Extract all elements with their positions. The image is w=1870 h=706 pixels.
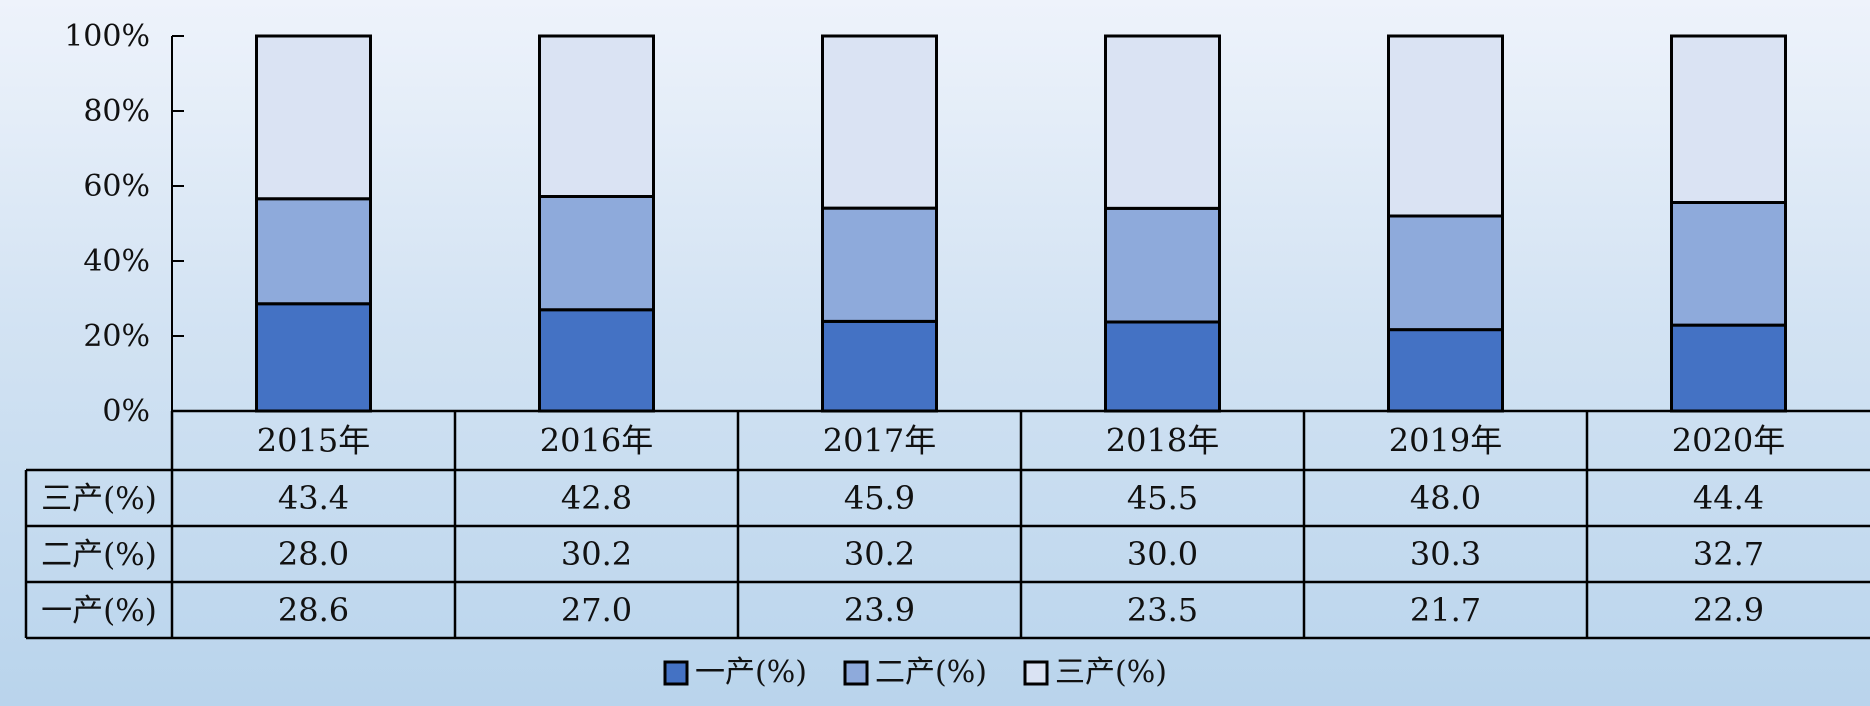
cell-value-r0-c3: 45.5 bbox=[1127, 479, 1198, 517]
category-label-4: 2019年 bbox=[1389, 422, 1502, 460]
legend-label-2: 三产(%) bbox=[1055, 655, 1167, 690]
bar-segment-s2-c0 bbox=[255, 34, 372, 201]
bar-segment-s0-c2 bbox=[821, 319, 938, 413]
cell-value-r0-c5: 44.4 bbox=[1693, 479, 1764, 517]
y-axis: 0% 20% 40% 60% 80% 100% bbox=[64, 19, 184, 429]
y-tick-label-1: 20% bbox=[83, 319, 150, 354]
bar-segment-s1-c4 bbox=[1387, 214, 1504, 332]
cell-value-r2-c3: 23.5 bbox=[1127, 591, 1198, 629]
cell-value-r2-c0: 28.6 bbox=[278, 591, 349, 629]
bar-segment-s1-c1 bbox=[538, 195, 655, 312]
legend-label-0: 一产(%) bbox=[695, 655, 807, 690]
bar-segment-s1-c5 bbox=[1670, 201, 1787, 327]
cell-value-r0-c1: 42.8 bbox=[561, 479, 632, 517]
bar-segment-s0-c0 bbox=[255, 302, 372, 413]
cell-value-r1-c2: 30.2 bbox=[844, 535, 915, 573]
bar-segment-s2-c2 bbox=[821, 34, 938, 210]
cell-value-r1-c3: 30.0 bbox=[1127, 535, 1198, 573]
bar-segment-s2-c4 bbox=[1387, 34, 1504, 218]
y-tick-label-3: 60% bbox=[83, 169, 150, 204]
bar-segment-s0-c4 bbox=[1387, 328, 1504, 413]
row-label-1: 二产(%) bbox=[41, 537, 157, 573]
cell-value-r2-c2: 23.9 bbox=[844, 591, 915, 629]
y-tick-label-5: 100% bbox=[64, 19, 150, 54]
bar-segment-s1-c2 bbox=[821, 206, 938, 323]
bar-segment-s0-c3 bbox=[1104, 320, 1221, 413]
bar-segment-s1-c3 bbox=[1104, 206, 1221, 324]
category-label-3: 2018年 bbox=[1106, 422, 1219, 460]
y-tick-label-0: 0% bbox=[102, 394, 150, 429]
cell-value-r1-c1: 30.2 bbox=[561, 535, 632, 573]
category-label-2: 2017年 bbox=[823, 422, 936, 460]
legend-swatch-2 bbox=[1023, 660, 1049, 686]
cell-value-r0-c4: 48.0 bbox=[1410, 479, 1481, 517]
cell-value-r1-c5: 32.7 bbox=[1693, 535, 1764, 573]
category-label-0: 2015年 bbox=[257, 422, 370, 460]
legend: 一产(%) 二产(%) 三产(%) bbox=[663, 655, 1167, 690]
cell-value-r2-c5: 22.9 bbox=[1693, 591, 1764, 629]
legend-label-1: 二产(%) bbox=[875, 655, 987, 690]
bar-segment-s1-c0 bbox=[255, 197, 372, 306]
bar-segment-s2-c5 bbox=[1670, 34, 1787, 204]
bar-segment-s2-c3 bbox=[1104, 34, 1221, 210]
legend-swatch-1 bbox=[843, 660, 869, 686]
bars-layer bbox=[255, 34, 1787, 413]
cell-value-r1-c0: 28.0 bbox=[278, 535, 349, 573]
cell-value-r0-c2: 45.9 bbox=[844, 479, 915, 517]
row-label-2: 一产(%) bbox=[41, 593, 157, 629]
legend-swatch-0 bbox=[663, 660, 689, 686]
cell-value-r0-c0: 43.4 bbox=[278, 479, 349, 517]
cell-value-r1-c4: 30.3 bbox=[1410, 535, 1481, 573]
category-label-5: 2020年 bbox=[1672, 422, 1785, 460]
bar-segment-s2-c1 bbox=[538, 34, 655, 198]
row-label-0: 三产(%) bbox=[41, 481, 157, 517]
y-tick-label-4: 80% bbox=[83, 94, 150, 129]
cell-value-r2-c1: 27.0 bbox=[561, 591, 632, 629]
category-label-1: 2016年 bbox=[540, 422, 653, 460]
bar-segment-s0-c1 bbox=[538, 308, 655, 413]
bar-segment-s0-c5 bbox=[1670, 323, 1787, 413]
cell-value-r2-c4: 21.7 bbox=[1410, 591, 1481, 629]
y-tick-label-2: 40% bbox=[83, 244, 150, 279]
